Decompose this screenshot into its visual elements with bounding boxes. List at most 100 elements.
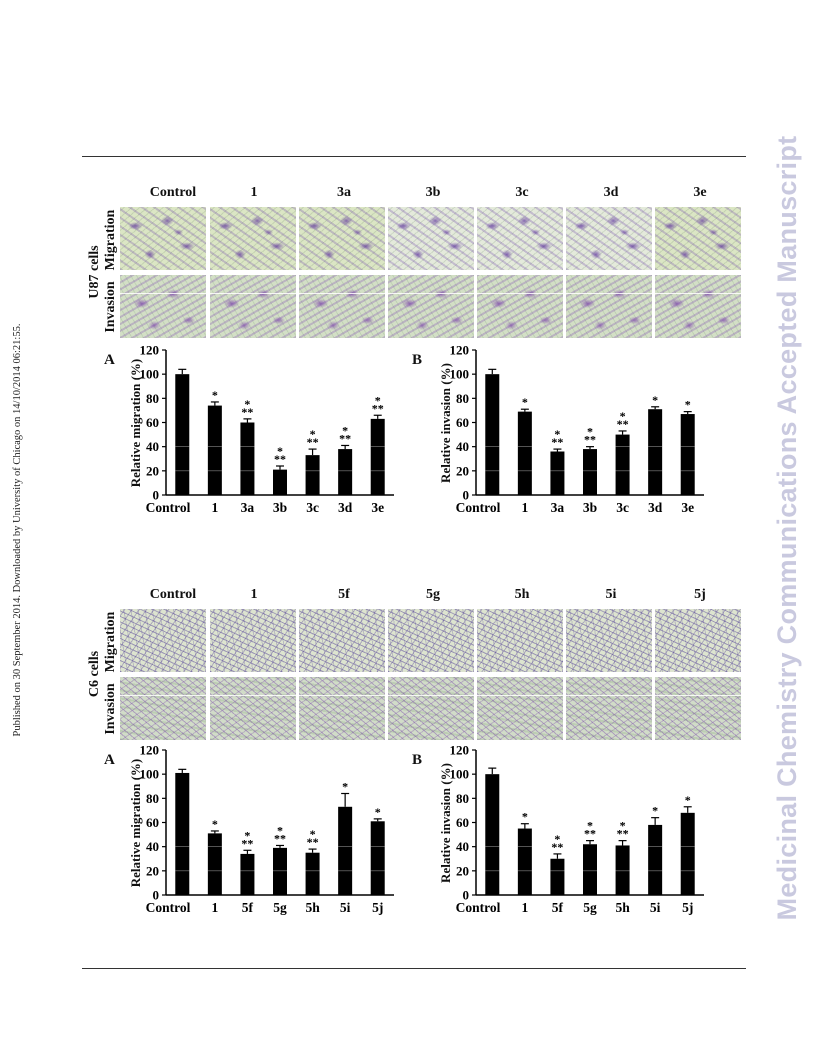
micrograph-migration [388, 609, 474, 672]
x-tick-label: Control [146, 900, 191, 915]
significance-label: * [212, 388, 218, 402]
bar [207, 833, 222, 895]
y-tick-label: 0 [463, 488, 470, 503]
x-tick-label: 5j [682, 900, 693, 915]
significance-label: * [620, 819, 626, 833]
x-tick-label: 5i [340, 900, 351, 915]
x-tick-label: 1 [211, 500, 218, 515]
significance-label: * [375, 805, 381, 819]
significance-label: * [620, 409, 626, 423]
significance-label: * [587, 425, 593, 439]
significance-label: * [587, 819, 593, 833]
micrograph-invasion [566, 677, 652, 740]
column-header: 5f [338, 587, 350, 602]
bar [273, 469, 287, 495]
chart-u87-invasion: B Relative invasion (%) 0 20 40 60 80 100 120 C… [410, 338, 730, 518]
significance-label: ** [339, 431, 351, 445]
chart-c6-invasion: B Relative invasion (%) 0 20 40 60 80 100 120 C… [410, 738, 730, 918]
bar [648, 824, 663, 895]
micrograph-migration [655, 609, 741, 672]
micrograph-invasion [655, 677, 741, 740]
significance-label: * [244, 828, 250, 842]
x-tick-label: 5j [372, 900, 383, 915]
micrograph-invasion [210, 275, 296, 338]
significance-label: * [277, 823, 283, 837]
bar [648, 409, 663, 495]
bottom-rule [82, 968, 746, 969]
bar [517, 828, 532, 895]
significance-label: ** [584, 433, 596, 447]
u87-micrograph-grid: Control 1 3a 3b 3c 3d 3e U87 cells Migra… [87, 185, 750, 515]
significance-label: * [375, 393, 381, 407]
y-tick-label: 60 [146, 415, 159, 430]
micrograph-invasion [120, 677, 206, 740]
significance-label: * [652, 804, 658, 818]
micrograph-invasion [299, 275, 385, 338]
column-header: Control [149, 587, 197, 602]
y-tick-label: 60 [456, 415, 469, 430]
micrograph-invasion [477, 275, 563, 338]
x-tick-label: 3b [583, 500, 597, 515]
y-tick-label: 120 [450, 743, 470, 758]
column-header: 5g [426, 587, 440, 602]
y-tick-label: 100 [140, 367, 160, 382]
bar [370, 821, 385, 895]
micrograph-migration [566, 207, 652, 270]
micrograph-invasion [477, 677, 563, 740]
significance-label: ** [307, 835, 319, 849]
bar [485, 374, 500, 495]
column-header: 1 [250, 185, 258, 200]
y-tick-label: 60 [456, 815, 469, 830]
y-tick-label: 120 [450, 343, 470, 358]
bar [550, 858, 565, 895]
y-tick-label: 20 [456, 863, 469, 878]
y-tick-label: 80 [146, 791, 159, 806]
column-header: 5h [514, 587, 530, 602]
x-tick-label: 5h [615, 900, 630, 915]
x-tick-label: 5g [583, 900, 597, 915]
column-header: 1 [250, 587, 258, 602]
column-header: Control [149, 185, 197, 200]
significance-label: ** [274, 831, 286, 845]
micrograph-migration [299, 609, 385, 672]
bar [273, 847, 287, 895]
micrograph-migration [120, 609, 206, 672]
x-tick-label: 1 [211, 900, 218, 915]
significance-label: ** [617, 827, 629, 841]
significance-label: * [522, 395, 528, 409]
micrograph-invasion [655, 275, 741, 338]
micrograph-migration [210, 609, 296, 672]
micrograph-invasion [120, 275, 206, 338]
significance-label: ** [551, 435, 563, 449]
significance-label: * [310, 827, 316, 841]
bar [240, 422, 255, 495]
significance-label: * [277, 444, 283, 458]
x-tick-label: 5g [273, 900, 287, 915]
x-tick-label: Control [456, 900, 501, 915]
significance-label: ** [617, 417, 629, 431]
x-tick-label: 3a [551, 500, 565, 515]
bar-chart: 020406080100120Control*1***3a***3b***3c*… [140, 343, 394, 515]
column-header: 3a [337, 185, 351, 200]
download-note: Published on 30 September 2014. Download… [12, 323, 23, 737]
bar [517, 411, 532, 495]
column-header: 3b [425, 185, 441, 200]
bar-chart: 020406080100120Control*1***3a***3b***3c*… [450, 343, 704, 515]
y-tick-label: 100 [450, 367, 470, 382]
panel-letter: B [412, 752, 423, 768]
y-tick-label: 40 [456, 439, 469, 454]
bar [615, 434, 630, 495]
panel-letter: A [104, 352, 115, 368]
micrograph-migration [210, 207, 296, 270]
significance-label: * [342, 780, 348, 794]
column-header: 5i [605, 587, 617, 602]
y-tick-label: 0 [463, 888, 470, 903]
y-tick-label: 80 [456, 391, 469, 406]
bar [305, 455, 320, 495]
x-tick-label: 1 [521, 500, 528, 515]
bar [338, 449, 353, 495]
bar [583, 449, 597, 495]
y-tick-label: 100 [140, 767, 160, 782]
y-tick-label: 20 [146, 463, 159, 478]
y-tick-label: 20 [146, 863, 159, 878]
